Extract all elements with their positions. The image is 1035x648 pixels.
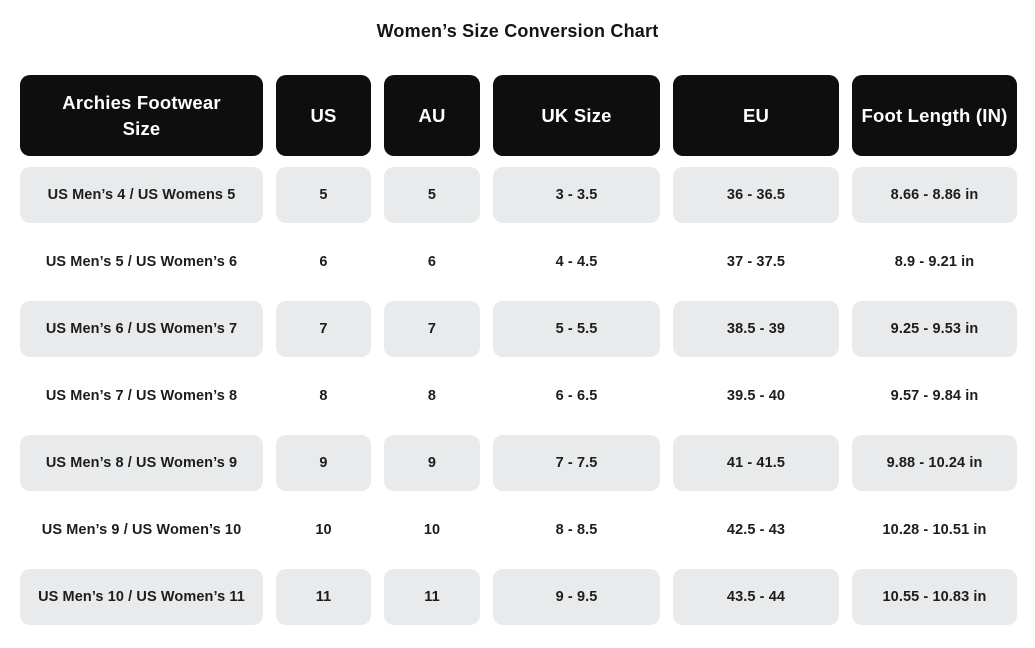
size-label-cell: US Men’s 6 / US Women’s 7 <box>20 301 263 357</box>
column-header-label: Foot Length (IN) <box>861 104 1008 126</box>
table-cell: 9.57 - 9.84 in <box>890 388 979 404</box>
size-label-cell: US Men’s 5 / US Women’s 6 <box>45 254 238 270</box>
column-header: Foot Length (IN) <box>852 75 1017 156</box>
column-header-label: AU <box>418 104 446 126</box>
page-title: Women’s Size Conversion Chart <box>376 21 659 41</box>
table-cell: 4 - 4.5 <box>555 254 598 270</box>
conversion-table: Archies Footwear Size US AU UK Size EU Foot L… <box>20 75 1017 625</box>
column-header: UK Size <box>493 75 660 156</box>
table-cell: 9 <box>384 435 480 491</box>
table-cell: 42.5 - 43 <box>726 522 786 538</box>
table-cell: 41 - 41.5 <box>673 435 839 491</box>
column-header: EU <box>673 75 839 156</box>
size-label-cell: US Men’s 10 / US Women’s 11 <box>20 569 263 625</box>
table-cell: 10 <box>315 522 332 538</box>
size-label-cell: US Men’s 7 / US Women’s 8 <box>45 388 238 404</box>
column-header-label: US <box>310 104 337 126</box>
table-cell: 6 <box>319 254 328 270</box>
table-cell: 39.5 - 40 <box>726 388 786 404</box>
table-cell: 8 <box>427 388 437 404</box>
table-cell: 7 <box>276 301 371 357</box>
column-header: US <box>276 75 371 156</box>
table-cell: 8.9 - 9.21 in <box>894 254 975 270</box>
column-header-label: EU <box>742 104 770 126</box>
table-cell: 8.66 - 8.86 in <box>852 167 1017 223</box>
column-header-label: Archies Footwear Size <box>62 91 221 139</box>
column-header: AU <box>384 75 480 156</box>
size-label-cell: US Men’s 4 / US Womens 5 <box>20 167 263 223</box>
size-label-cell: US Men’s 9 / US Women’s 10 <box>41 522 242 538</box>
size-label-cell: US Men’s 8 / US Women’s 9 <box>20 435 263 491</box>
table-cell: 43.5 - 44 <box>673 569 839 625</box>
table-cell: 9.88 - 10.24 in <box>852 435 1017 491</box>
table-cell: 11 <box>384 569 480 625</box>
table-cell: 8 <box>319 388 328 404</box>
table-cell: 11 <box>276 569 371 625</box>
table-cell: 10 <box>423 522 441 538</box>
table-cell: 7 <box>384 301 480 357</box>
table-cell: 38.5 - 39 <box>673 301 839 357</box>
table-cell: 9 - 9.5 <box>493 569 660 625</box>
table-cell: 36 - 36.5 <box>673 167 839 223</box>
table-cell: 5 <box>384 167 480 223</box>
table-cell: 10.55 - 10.83 in <box>852 569 1017 625</box>
table-cell: 6 <box>427 254 437 270</box>
table-cell: 6 - 6.5 <box>555 388 598 404</box>
table-cell: 8 - 8.5 <box>555 522 598 538</box>
table-cell: 9 <box>276 435 371 491</box>
table-cell: 37 - 37.5 <box>726 254 786 270</box>
column-header-label: UK Size <box>541 104 612 126</box>
table-cell: 3 - 3.5 <box>493 167 660 223</box>
table-cell: 9.25 - 9.53 in <box>852 301 1017 357</box>
table-cell: 7 - 7.5 <box>493 435 660 491</box>
column-header: Archies Footwear Size <box>20 75 263 156</box>
table-cell: 5 <box>276 167 371 223</box>
table-cell: 5 - 5.5 <box>493 301 660 357</box>
table-cell: 10.28 - 10.51 in <box>882 522 987 538</box>
